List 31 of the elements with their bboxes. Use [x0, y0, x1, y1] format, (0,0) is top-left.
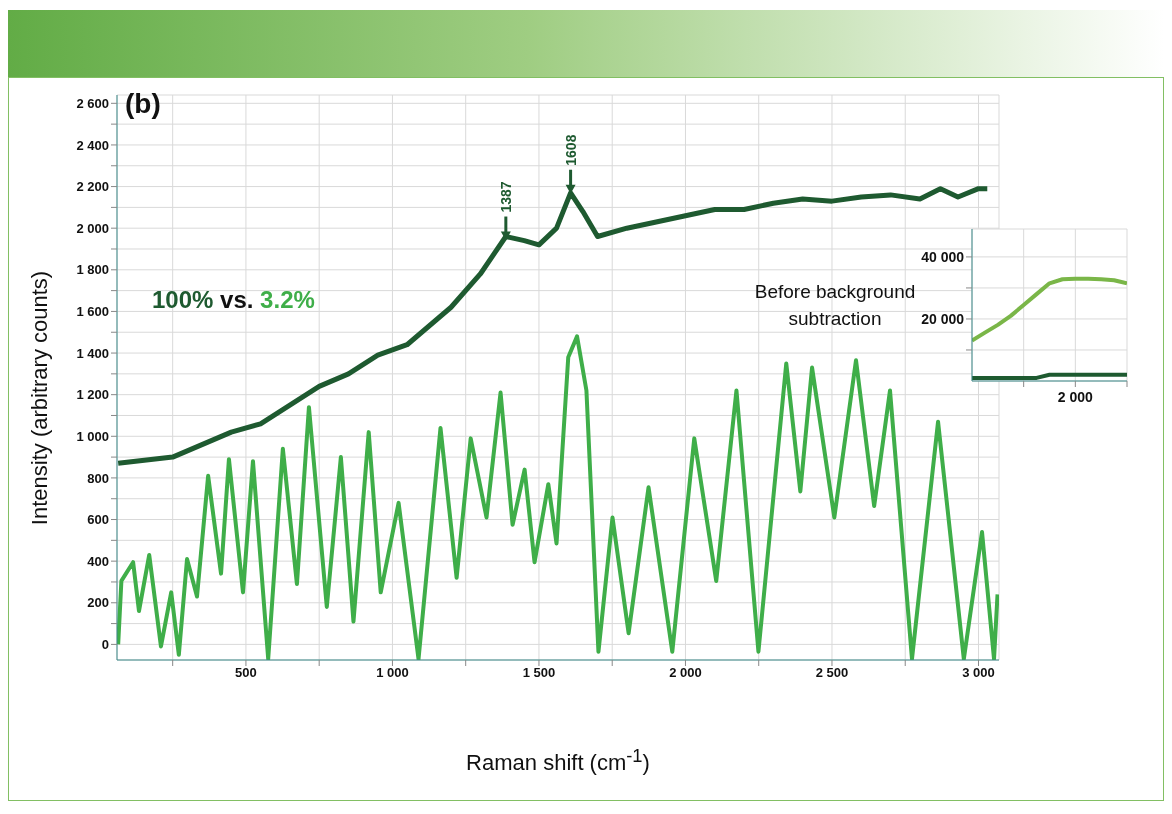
- x-tick-label: 2 500: [815, 665, 849, 681]
- annotation: 1608: [562, 134, 579, 166]
- y-tick-label: 1 800: [76, 262, 109, 278]
- y-tick-label: 2 600: [76, 95, 109, 111]
- x-tick-label: 3 000: [962, 665, 995, 681]
- x-tick-label: 2 000: [669, 665, 702, 681]
- y-tick-label: 2 000: [76, 220, 109, 236]
- y-axis-title: Intensity (arbitrary counts): [27, 270, 53, 525]
- y-tick-label: 800: [87, 470, 109, 486]
- annotation: 1387: [497, 181, 514, 213]
- y-tick-label: 1 200: [76, 387, 109, 403]
- x-tick-label: 1 500: [522, 665, 556, 681]
- x-axis-title: Raman shift (cm$^{-1}$): [466, 745, 650, 777]
- annotation: Before background subtraction: [754, 281, 916, 329]
- y-tick-label: 2 200: [76, 179, 109, 195]
- x-tick-label: 1 000: [376, 665, 409, 681]
- annotation: (b): [125, 88, 161, 120]
- y-tick-label: 400: [87, 553, 109, 569]
- y-tick-label: 40 000: [921, 248, 965, 265]
- y-tick-label: 1 400: [76, 345, 109, 361]
- text: 2 000: [1057, 389, 1093, 405]
- y-tick-label: 600: [87, 512, 109, 528]
- y-tick-label: 1 000: [76, 428, 109, 444]
- line-series: [972, 276, 1127, 343]
- y-tick-label: 200: [87, 595, 109, 611]
- y-tick-label: 20 000: [921, 310, 965, 327]
- y-tick-label: 1 600: [76, 304, 109, 320]
- annotation: 100% vs. 3.2%: [152, 286, 315, 313]
- x-tick-label: 500: [235, 665, 257, 681]
- y-tick-label: 2 400: [76, 137, 109, 153]
- y-tick-label: 0: [101, 637, 109, 653]
